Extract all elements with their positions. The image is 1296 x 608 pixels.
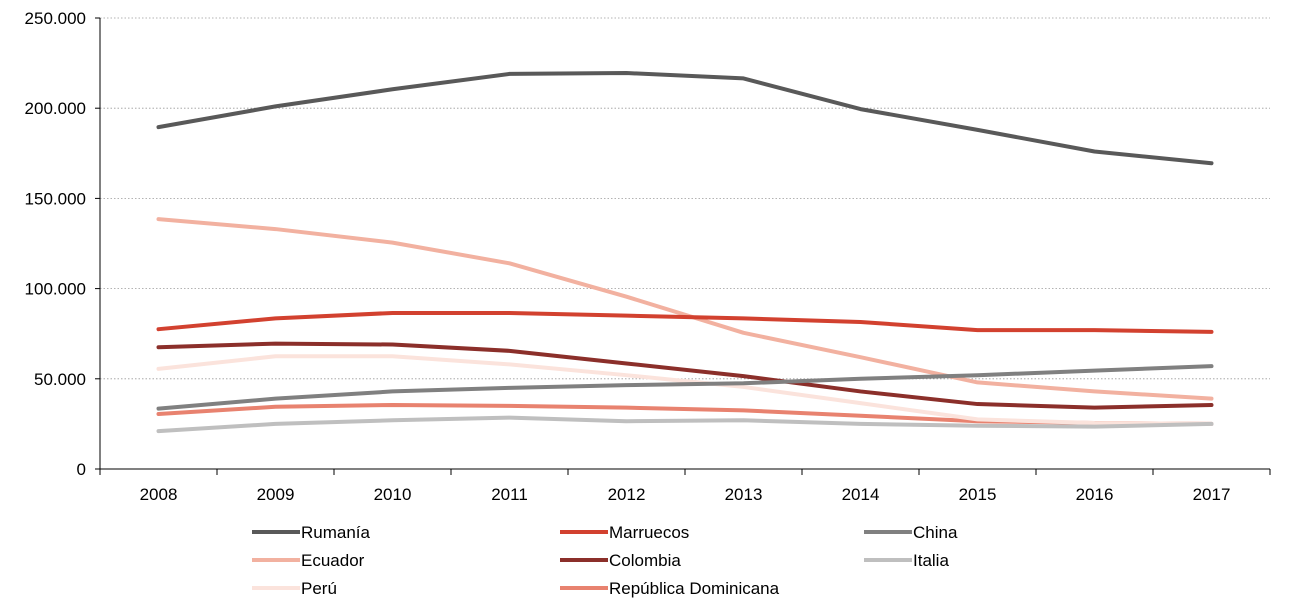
x-tick-label: 2015 [959,485,997,504]
y-tick-label: 0 [77,460,86,479]
legend-label-ecuador: Ecuador [301,551,365,570]
x-tick-label: 2013 [725,485,763,504]
series-line-marruecos [156,310,1214,334]
axes: 0 50.000 100.000 150.000 200.000 250.000 2008 2… [25,9,1271,504]
x-tick-label: 2016 [1076,485,1114,504]
y-tick-label: 100.000 [25,280,86,299]
x-tick-label: 2012 [608,485,646,504]
series-line-rumania [156,71,1214,166]
series-line-italia [156,415,1214,434]
legend-label-marruecos: Marruecos [609,523,689,542]
legend-label-italia: Italia [913,551,949,570]
legend-label-republica-dominicana: República Dominicana [609,579,780,598]
x-tick-label: 2017 [1193,485,1231,504]
x-tick-label: 2011 [491,485,528,504]
x-tick-label: 2008 [140,485,178,504]
series-line-ecuador [156,217,1214,401]
x-tick-label: 2009 [257,485,295,504]
y-tick-label: 200.000 [25,99,86,118]
legend-label-rumania: Rumanía [301,523,371,542]
y-tick-label: 50.000 [34,370,86,389]
series-line-peru [156,354,1214,426]
series-line-china [156,364,1214,411]
legend-label-peru: Perú [301,579,337,598]
gridlines [100,17,1270,380]
legend-label-china: China [913,523,958,542]
series-line-colombia [156,341,1214,410]
x-tick-label: 2014 [842,485,880,504]
series-lines [156,71,1214,434]
y-tick-label: 150.000 [25,189,86,208]
legend-label-colombia: Colombia [609,551,681,570]
y-tick-label: 250.000 [25,9,86,28]
legend: Rumanía Marruecos China Ecuador Colombia Ital… [252,523,958,598]
x-tick-label: 2010 [374,485,412,504]
